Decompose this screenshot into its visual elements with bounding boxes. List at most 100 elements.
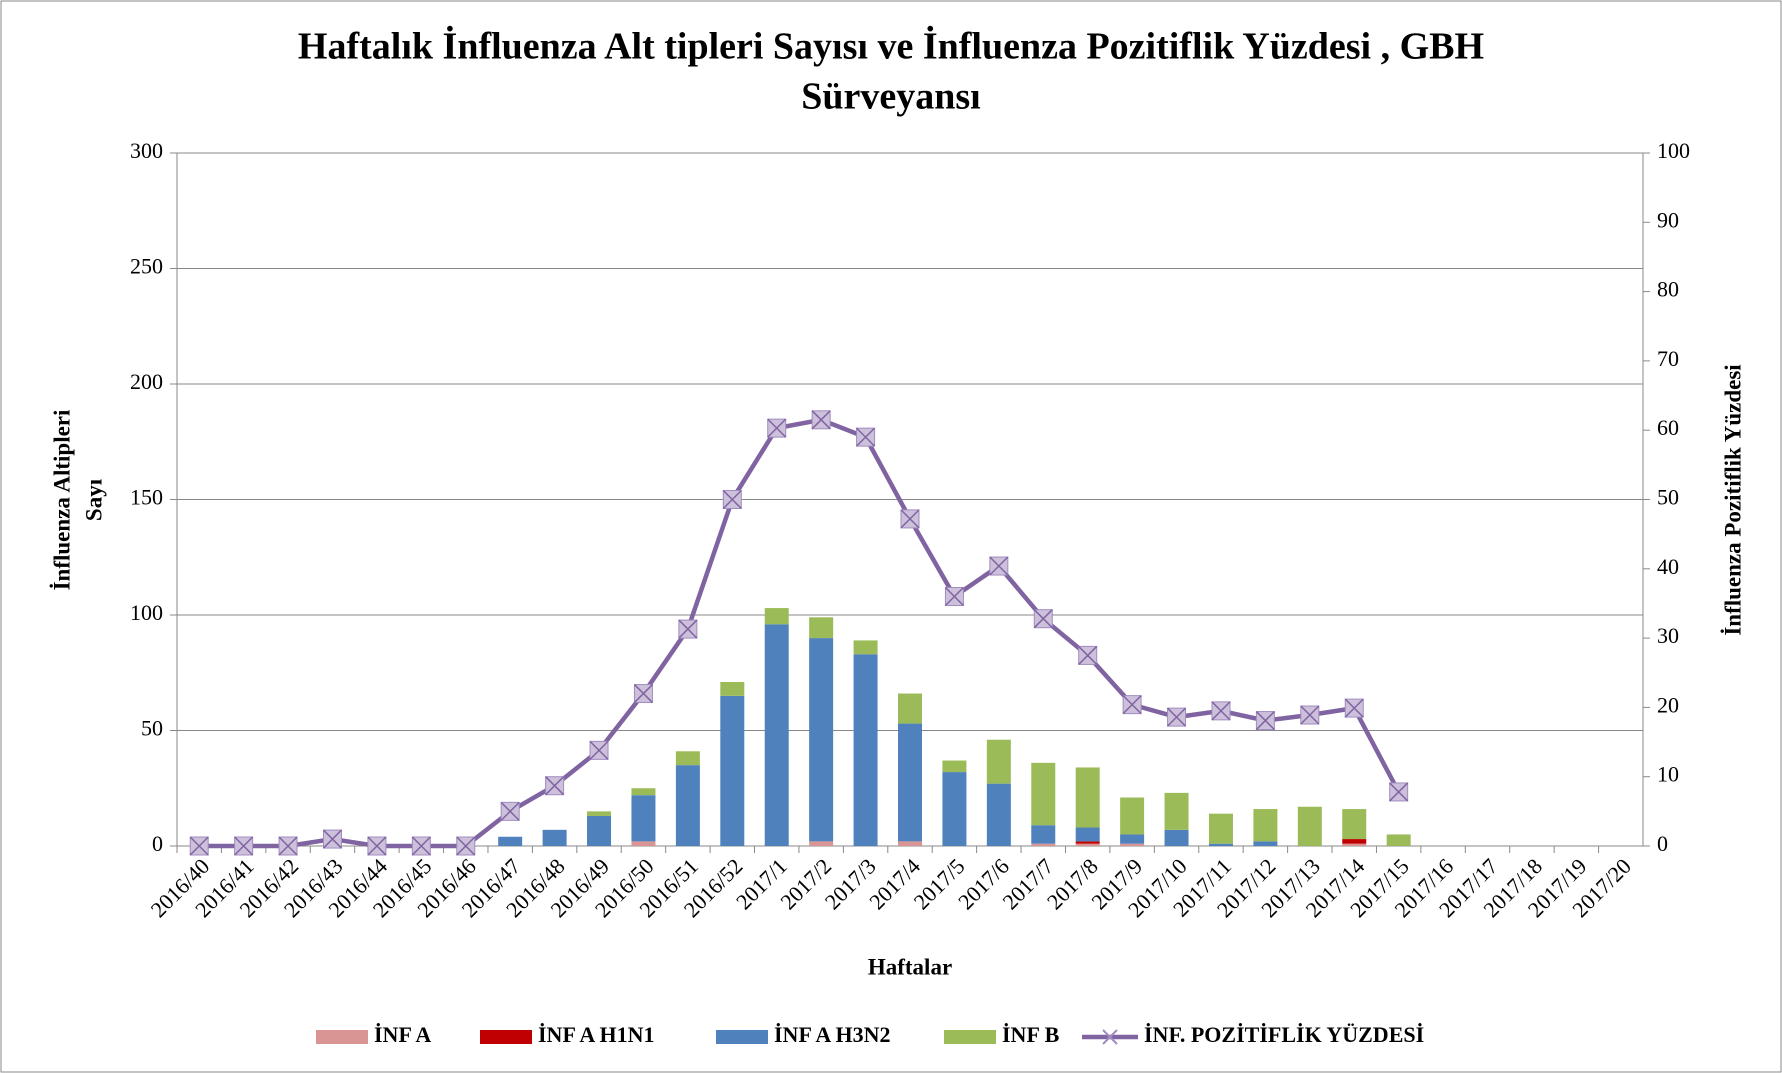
y2-tick-label: 50 [1657, 485, 1679, 510]
bar [942, 772, 967, 846]
bar [1208, 843, 1233, 846]
marker-cross [322, 829, 343, 849]
legend-label: İNF. POZİTİFLİK YÜZDESİ [1144, 1022, 1424, 1047]
y-tick-label: 100 [130, 600, 163, 625]
y2-tick-label: 20 [1657, 692, 1679, 717]
y2-tick-label: 90 [1657, 207, 1679, 232]
y-axis-label: Sayı [81, 478, 106, 521]
bar [809, 638, 834, 842]
bar [1120, 797, 1145, 835]
legend-swatch [480, 1030, 532, 1044]
y-tick-label: 0 [152, 831, 163, 856]
bar [1386, 834, 1411, 846]
y-tick-label: 250 [130, 254, 163, 279]
bar [764, 624, 789, 846]
bar [898, 841, 922, 846]
marker-cross [811, 410, 831, 430]
bar [1253, 809, 1278, 842]
legend-swatch [316, 1030, 368, 1044]
marker-cross [278, 836, 298, 856]
y-axis-label: İnfluenza Altipleri [49, 409, 74, 590]
bar [587, 815, 612, 846]
marker-cross [1255, 711, 1275, 731]
bar [1031, 825, 1056, 844]
marker-cross [1389, 782, 1409, 802]
marker-cross [944, 586, 964, 607]
bar [675, 765, 700, 846]
legend-label: İNF B [1002, 1022, 1060, 1047]
y2-tick-label: 60 [1657, 415, 1679, 440]
legend-swatch [716, 1030, 768, 1044]
bar [1075, 767, 1100, 828]
bar [498, 836, 523, 846]
y-tick-label: 300 [130, 138, 163, 163]
marker-cross [189, 836, 209, 856]
chart-title: Haftalık İnfluenza Alt tipleri Sayısı ve… [298, 26, 1484, 68]
legend-swatch [944, 1030, 996, 1044]
y2-tick-label: 10 [1657, 762, 1679, 787]
y2-tick-label: 100 [1657, 138, 1690, 163]
y2-tick-label: 40 [1657, 554, 1679, 579]
legend-label: İNF A H1N1 [538, 1022, 655, 1047]
bar [898, 693, 922, 724]
y2-tick-label: 0 [1657, 831, 1668, 856]
bar [1297, 806, 1322, 846]
bar [764, 608, 789, 625]
marker-cross [900, 509, 920, 529]
marker-cross [1122, 695, 1142, 715]
bar [809, 841, 834, 846]
marker-cross [589, 740, 609, 760]
marker-cross [456, 836, 476, 856]
bar [1342, 809, 1367, 840]
bar [1208, 813, 1233, 844]
bar [853, 654, 878, 846]
marker-cross [367, 836, 387, 856]
bar [986, 783, 1011, 846]
bar [1075, 827, 1100, 842]
bar [631, 788, 656, 796]
x-axis-label: Haftalar [868, 954, 952, 979]
bar [986, 739, 1011, 784]
chart-title: Sürveyansı [801, 76, 980, 118]
bar [1164, 829, 1189, 846]
marker-cross [1344, 698, 1364, 718]
legend-label: İNF A [374, 1022, 431, 1047]
y2-tick-label: 80 [1657, 277, 1679, 302]
bar [587, 811, 612, 816]
bar [942, 760, 967, 773]
marker-cross [545, 776, 565, 796]
marker-cross [678, 619, 698, 639]
marker-cross [1078, 645, 1098, 665]
marker-cross [411, 836, 431, 856]
marker-cross [856, 427, 876, 447]
bar [1031, 762, 1056, 826]
bar [720, 695, 745, 846]
marker-cross [1033, 609, 1053, 629]
bar [1031, 843, 1056, 846]
bar [1075, 841, 1100, 844]
bar [1075, 843, 1100, 846]
marker-cross [500, 801, 520, 821]
y2-tick-label: 30 [1657, 623, 1679, 648]
bar [1120, 843, 1145, 846]
bar [1342, 839, 1367, 844]
marker-cross [1167, 707, 1187, 727]
y-tick-label: 200 [130, 369, 163, 394]
bar [1120, 834, 1145, 844]
legend-marker [1102, 1029, 1118, 1045]
marker-cross [633, 684, 653, 704]
marker-cross [1211, 701, 1231, 721]
bar [675, 751, 700, 766]
bar [1253, 841, 1278, 846]
bar [1164, 792, 1189, 830]
bar [853, 640, 878, 655]
marker-cross [767, 418, 787, 438]
marker-cross [722, 489, 742, 510]
marker-cross [1300, 705, 1320, 725]
legend-label: İNF A H3N2 [774, 1022, 891, 1047]
marker-cross [234, 836, 254, 856]
bar [720, 681, 745, 696]
y-tick-label: 150 [130, 485, 163, 510]
line [199, 417, 1401, 849]
